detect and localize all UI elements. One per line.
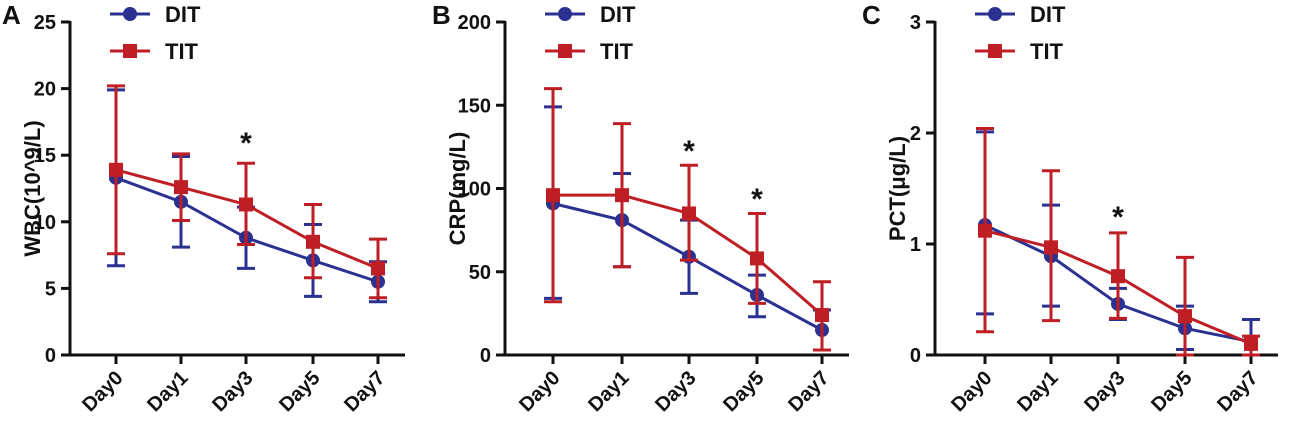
y-tick-label: 5 [45,278,56,300]
significance-marker: * [751,183,763,216]
data-point-tit [546,188,560,203]
x-tick-label: Day7 [340,367,389,416]
y-tick-label: 3 [910,12,921,34]
legend-marker-tit [558,44,572,58]
x-tick-label: Day0 [515,367,564,416]
x-tick-label: Day5 [275,367,324,416]
x-tick-label: Day0 [947,367,996,416]
y-axis-label: PCT(μg/L) [885,136,910,241]
y-axis-label: WBC(10^9/L) [20,120,45,256]
legend-marker-dit [558,7,572,21]
y-tick-label: 0 [480,345,491,367]
legend-label-tit: TIT [165,39,199,64]
data-point-tit [978,223,992,238]
x-tick-label: Day1 [143,367,192,416]
x-tick-label: Day5 [719,367,768,416]
panel-a: 0 5 10 15 20 25 Day0 Day1 Day3 Day5 Day7 WBC(10^9/L… [2,0,405,416]
data-point-tit [615,188,629,203]
data-point-tit [239,197,253,212]
significance-marker: * [240,127,252,160]
y-tick-label: 15 [34,145,56,167]
data-point-tit [306,234,320,249]
legend-label-tit: TIT [1030,39,1064,64]
data-point-tit [1244,336,1258,351]
y-tick-label: 200 [458,12,491,34]
data-point-tit [682,206,696,221]
legend-label-dit: DIT [165,2,201,27]
x-tick-label: Day7 [784,367,833,416]
panel-label: C [862,0,881,30]
y-tick-label: 10 [34,212,56,234]
data-point-tit [109,162,123,177]
legend-marker-dit [988,7,1002,21]
legend-label-dit: DIT [600,2,636,27]
y-tick-label: 20 [34,79,56,101]
y-tick-label: 25 [34,12,56,34]
x-tick-label: Day3 [208,367,257,416]
y-tick-label: 2 [910,123,921,145]
significance-marker: * [683,135,695,168]
legend-marker-dit [123,7,137,21]
legend-marker-tit [123,44,137,58]
data-point-tit [1044,240,1058,255]
x-tick-label: Day1 [584,367,633,416]
x-tick-label: Day1 [1013,367,1062,416]
legend-marker-tit [988,44,1002,58]
legend-label-tit: TIT [600,39,634,64]
data-point-tit [1111,269,1125,284]
y-tick-label: 0 [45,345,56,367]
y-axis-label: CRP(mg/L) [445,132,470,246]
y-tick-label: 50 [469,262,491,284]
x-tick-label: Day3 [651,367,700,416]
y-tick-label: 150 [458,95,491,117]
y-tick-label: 100 [458,179,491,201]
x-tick-label: Day7 [1213,367,1262,416]
x-tick-label: Day5 [1147,367,1196,416]
x-tick-label: Day3 [1080,367,1129,416]
data-point-tit [750,251,764,266]
legend-label-dit: DIT [1030,2,1066,27]
y-tick-label: 1 [910,234,921,256]
panel-label: A [2,0,21,30]
panel-b: 0 50 100 150 200 Day0 Day1 Day3 Day5 Day7 CRP(mg/L… [432,0,849,416]
significance-marker: * [1112,201,1124,234]
panel-label: B [432,0,451,30]
x-tick-label: Day0 [78,367,127,416]
panel-c: 0 1 2 3 Day0 Day1 Day3 Day5 Day7 PCT(μg/L) C * DIT TI… [862,0,1278,416]
data-point-tit [1178,309,1192,324]
data-point-tit [815,308,829,323]
data-point-tit [174,180,188,195]
data-point-tit [371,261,385,276]
y-tick-label: 0 [910,345,921,367]
